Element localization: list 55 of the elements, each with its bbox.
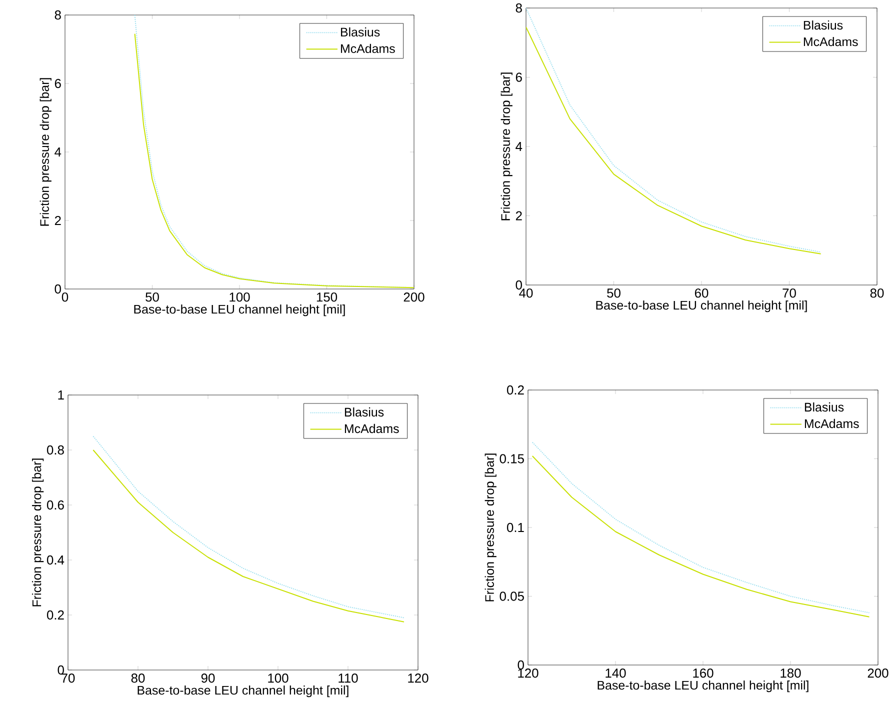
legend-label: McAdams xyxy=(341,44,395,54)
y-tick-label: 2 xyxy=(54,216,61,226)
x-axis-title: Base-to-base LEU channel height [mil] xyxy=(134,304,345,316)
x-tick-label: 200 xyxy=(868,668,888,678)
x-tick-label: 140 xyxy=(606,668,626,678)
x-tick-label: 50 xyxy=(146,292,159,302)
y-axis-title: Friction pressure drop [bar] xyxy=(40,78,52,226)
x-axis-title: Base-to-base LEU channel height [mil] xyxy=(598,680,808,692)
x-tick-label: 100 xyxy=(268,674,288,683)
legend-label: Blasius xyxy=(341,27,380,37)
x-tick-label: 110 xyxy=(338,674,358,683)
legend-label: Blasius xyxy=(804,402,844,412)
x-tick-label: 200 xyxy=(404,292,424,302)
x-tick-label: 80 xyxy=(870,288,884,298)
x-tick-label: 60 xyxy=(694,288,708,298)
y-tick-label: 1 xyxy=(58,390,64,400)
y-tick-label: 0 xyxy=(516,280,522,290)
y-tick-label: 0.05 xyxy=(500,592,524,601)
x-tick-label: 150 xyxy=(316,292,338,302)
y-tick-label: 0 xyxy=(518,660,524,670)
y-tick-label: 0.15 xyxy=(500,454,524,464)
y-tick-label: 8 xyxy=(516,3,522,13)
y-tick-label: 0.6 xyxy=(46,500,64,510)
y-tick-label: 4 xyxy=(54,148,62,156)
y-tick-label: 0.1 xyxy=(506,522,524,532)
x-tick-label: 100 xyxy=(230,292,250,302)
x-tick-label: 120 xyxy=(408,674,428,683)
y-tick-label: 2 xyxy=(516,211,522,220)
y-axis-title: Friction pressure drop [bar] xyxy=(500,72,512,220)
legend-label: Blasius xyxy=(344,407,384,417)
y-tick-label: 0.4 xyxy=(46,555,64,565)
x-tick-label: 120 xyxy=(518,668,538,678)
x-axis-title: Base-to-base LEU channel height [mil] xyxy=(138,686,348,698)
x-tick-label: 160 xyxy=(693,668,714,678)
x-axis-title: Base-to-base LEU channel height [mil] xyxy=(596,300,807,312)
x-tick-label: 40 xyxy=(519,288,533,298)
y-tick-label: 4 xyxy=(516,142,522,151)
legend-label: Blasius xyxy=(804,20,843,30)
y-tick-label: 0.2 xyxy=(46,610,64,620)
y-tick-label: 6 xyxy=(54,78,61,88)
x-tick-label: 50 xyxy=(607,288,620,298)
legend-label: McAdams xyxy=(804,36,858,46)
legend-label: McAdams xyxy=(804,418,859,428)
x-tick-label: 70 xyxy=(61,674,75,683)
y-tick-label: 6 xyxy=(516,72,522,82)
y-tick-label: 8 xyxy=(54,10,61,20)
x-tick-label: 180 xyxy=(780,668,801,678)
legend-label: McAdams xyxy=(344,424,399,434)
x-tick-label: 90 xyxy=(201,674,215,683)
y-tick-label: 0.8 xyxy=(46,445,64,455)
y-axis-title: Friction pressure drop [bar] xyxy=(484,454,496,602)
y-axis-title: Friction pressure drop [bar] xyxy=(32,458,44,606)
y-tick-label: 0.2 xyxy=(506,385,524,395)
x-tick-label: 80 xyxy=(131,674,145,683)
x-tick-label: 70 xyxy=(782,288,796,298)
